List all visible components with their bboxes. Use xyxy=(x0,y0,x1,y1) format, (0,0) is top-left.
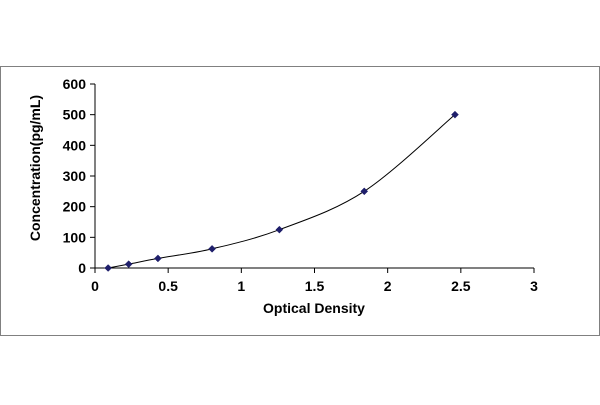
outer-frame xyxy=(0,66,600,336)
data-point-diamond xyxy=(154,254,162,263)
y-tick-label: 100 xyxy=(63,229,87,245)
fit-curve xyxy=(108,114,456,269)
data-point-diamond xyxy=(208,244,216,253)
x-tick-label: 3 xyxy=(530,278,538,294)
data-point-diamond xyxy=(275,225,284,234)
x-tick-label: 0 xyxy=(91,278,99,294)
y-tick-label: 300 xyxy=(63,168,87,184)
data-point-diamond xyxy=(451,110,459,119)
y-tick-label: 500 xyxy=(63,107,87,123)
x-axis-title: Optical Density xyxy=(263,300,365,316)
x-tick-label: 1 xyxy=(237,278,245,294)
y-tick-label: 600 xyxy=(63,76,87,92)
x-tick-labels: 0 0.5 1 1.5 2 2.5 3 xyxy=(91,278,538,294)
y-tick-label: 200 xyxy=(63,199,87,215)
data-markers xyxy=(104,110,459,272)
axes xyxy=(90,83,535,273)
x-tick-label: 2.5 xyxy=(451,278,471,294)
x-tick-label: 2 xyxy=(384,278,392,294)
x-tick-label: 0.5 xyxy=(158,278,178,294)
y-tick-label: 400 xyxy=(63,137,87,153)
data-point-diamond xyxy=(104,264,113,272)
x-tick-label: 1.5 xyxy=(305,278,325,294)
data-point-diamond xyxy=(124,260,133,269)
y-tick-labels: 0 100 200 300 400 500 600 xyxy=(63,76,87,276)
y-tick-label: 0 xyxy=(78,260,86,276)
fit-curve-group xyxy=(108,114,456,269)
y-axis-title: Concentration(pg/mL) xyxy=(27,95,43,241)
data-point-diamond xyxy=(360,187,369,196)
